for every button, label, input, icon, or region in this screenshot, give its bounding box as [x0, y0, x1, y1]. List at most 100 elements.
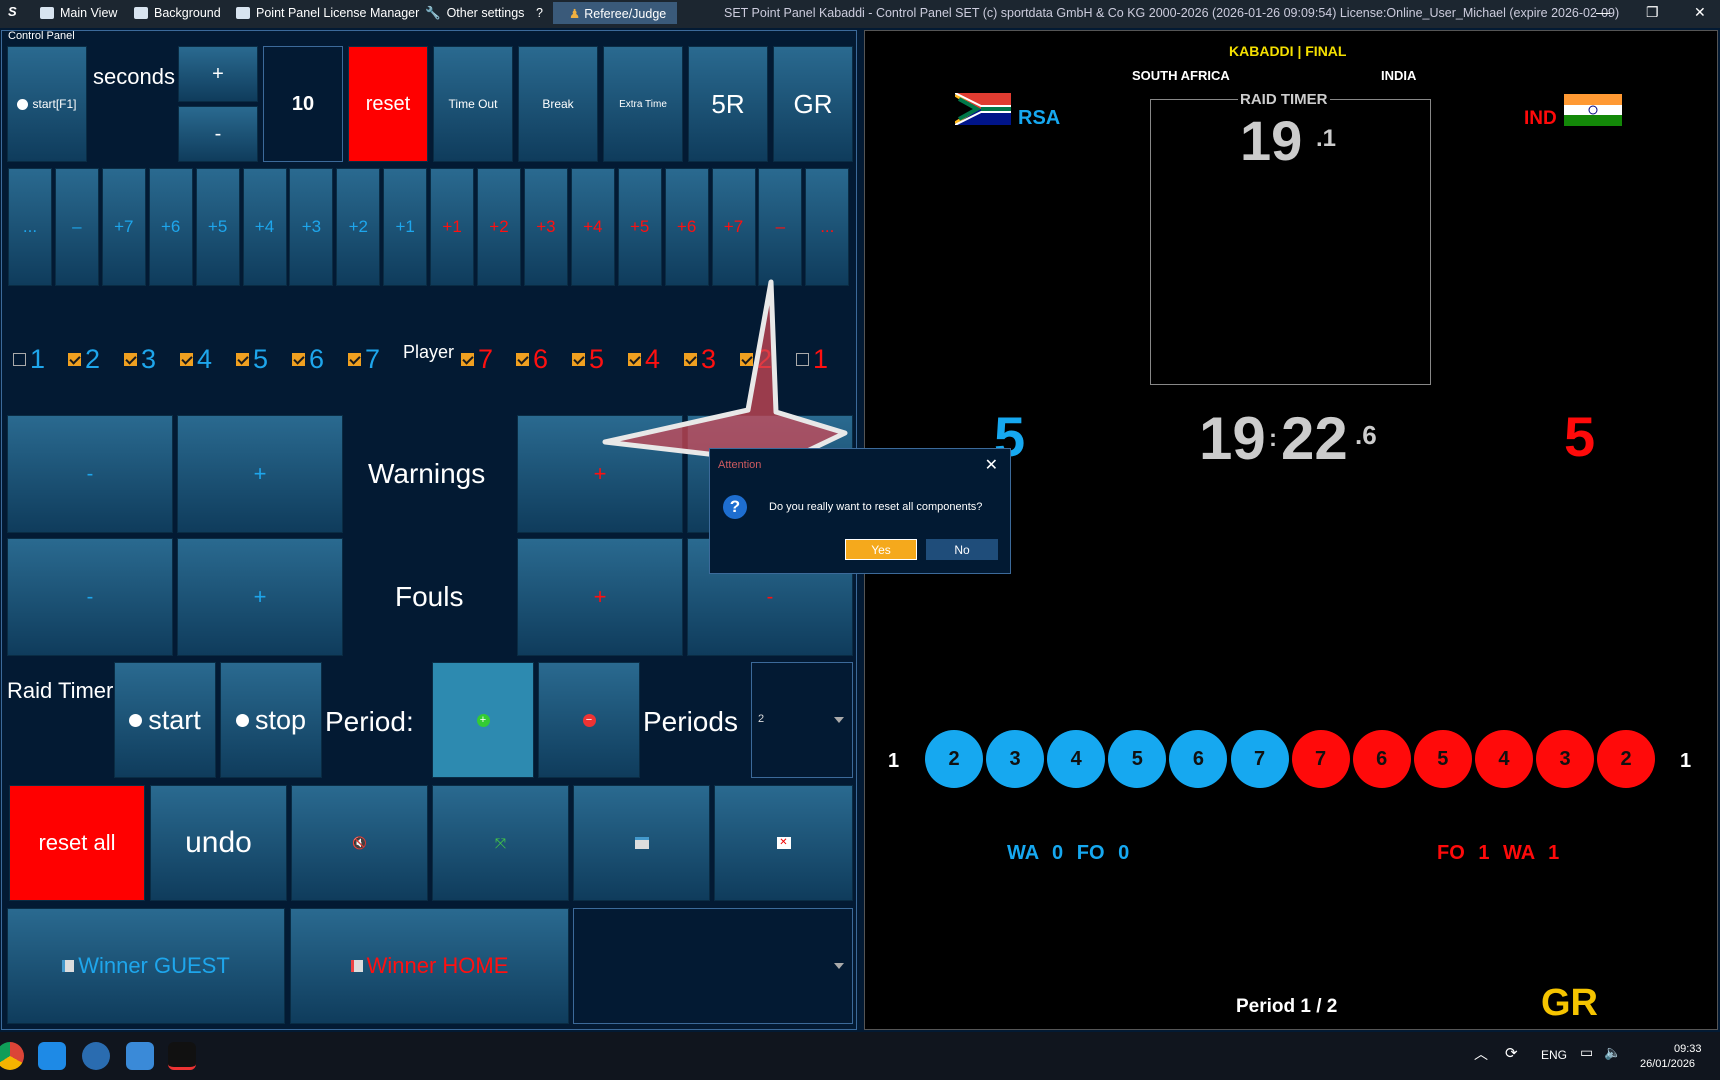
- reset-button[interactable]: reset: [348, 46, 428, 162]
- fouls-guest-minus-button[interactable]: -: [7, 538, 173, 656]
- maximize-button[interactable]: ❐: [1646, 4, 1659, 20]
- checkbox-icon[interactable]: [180, 353, 193, 366]
- warnings-home-plus-button[interactable]: +: [517, 415, 683, 533]
- score-button[interactable]: +5: [195, 168, 240, 286]
- seconds-minus-button[interactable]: -: [178, 106, 258, 162]
- periods-select[interactable]: 2: [751, 662, 853, 778]
- set-app-icon[interactable]: [168, 1042, 196, 1070]
- checkbox-icon[interactable]: [124, 353, 137, 366]
- score-button[interactable]: –: [758, 168, 803, 286]
- warnings-guest-minus-button[interactable]: -: [7, 415, 173, 533]
- checkbox-icon[interactable]: [516, 353, 529, 366]
- red-player-checkbox[interactable]: 6: [516, 344, 548, 375]
- seconds-plus-button[interactable]: +: [178, 46, 258, 102]
- chevron-up-icon[interactable]: ︿: [1474, 1046, 1488, 1062]
- fullscreen-button[interactable]: ⤧: [432, 785, 569, 901]
- checkbox-icon[interactable]: [68, 353, 81, 366]
- score-button[interactable]: +4: [570, 168, 615, 286]
- sync-icon[interactable]: ⟳: [1505, 1045, 1518, 1062]
- menu-referee-judge[interactable]: ♟ Referee/Judge: [553, 2, 677, 24]
- winner-select[interactable]: [573, 908, 853, 1024]
- app-blue-icon[interactable]: [82, 1042, 110, 1070]
- dialog-yes-button[interactable]: Yes: [845, 539, 917, 560]
- checkbox-icon[interactable]: [684, 353, 697, 366]
- winner-home-button[interactable]: Winner HOME: [290, 908, 569, 1024]
- red-player-checkbox[interactable]: 7: [461, 344, 493, 375]
- break-button[interactable]: Break: [518, 46, 598, 162]
- start-button[interactable]: start[F1]: [7, 46, 87, 162]
- checkbox-icon[interactable]: [236, 353, 249, 366]
- display-close-button[interactable]: ✕: [714, 785, 853, 901]
- fouls-guest-plus-button[interactable]: +: [177, 538, 343, 656]
- red-player-checkbox[interactable]: 2: [740, 344, 772, 375]
- checkbox-icon[interactable]: [292, 353, 305, 366]
- checkbox-icon[interactable]: [13, 353, 26, 366]
- warnings-guest-plus-button[interactable]: +: [177, 415, 343, 533]
- checkbox-icon[interactable]: [796, 353, 809, 366]
- blue-player-checkbox[interactable]: 5: [236, 344, 268, 375]
- raid-stop-button[interactable]: stop: [220, 662, 322, 778]
- score-button[interactable]: +1: [383, 168, 428, 286]
- menu-background[interactable]: Background: [134, 6, 221, 20]
- mute-button[interactable]: 🔇: [291, 785, 428, 901]
- score-button[interactable]: +7: [101, 168, 146, 286]
- network-icon[interactable]: ▭: [1580, 1044, 1594, 1060]
- score-button[interactable]: +3: [289, 168, 334, 286]
- score-button[interactable]: +5: [617, 168, 662, 286]
- score-button[interactable]: –: [54, 168, 99, 286]
- red-player-checkbox[interactable]: 1: [796, 344, 828, 375]
- chrome-icon[interactable]: [0, 1042, 24, 1070]
- app-sync-icon[interactable]: [38, 1042, 66, 1070]
- menu-license-manager[interactable]: Point Panel License Manager: [236, 6, 419, 20]
- dialog-no-button[interactable]: No: [926, 539, 998, 560]
- period-minus-button[interactable]: −: [538, 662, 640, 778]
- raid-start-button[interactable]: start: [114, 662, 216, 778]
- score-button[interactable]: +4: [242, 168, 287, 286]
- close-window-button[interactable]: ✕: [1694, 4, 1706, 20]
- score-button[interactable]: ...: [8, 168, 52, 286]
- reset-all-button[interactable]: reset all: [9, 785, 145, 901]
- five-r-button[interactable]: 5R: [688, 46, 768, 162]
- score-button[interactable]: +1: [430, 168, 475, 286]
- fouls-home-plus-button[interactable]: +: [517, 538, 683, 656]
- display-window-button[interactable]: [573, 785, 710, 901]
- blue-player-checkbox[interactable]: 1: [13, 344, 45, 375]
- checkbox-icon[interactable]: [740, 353, 753, 366]
- blue-player-checkbox[interactable]: 3: [124, 344, 156, 375]
- minimize-button[interactable]: —: [1596, 4, 1610, 20]
- blue-player-checkbox[interactable]: 6: [292, 344, 324, 375]
- score-button[interactable]: +6: [148, 168, 193, 286]
- blue-player-checkbox[interactable]: 7: [348, 344, 380, 375]
- undo-button[interactable]: undo: [150, 785, 287, 901]
- period-plus-button[interactable]: +: [432, 662, 534, 778]
- red-player-checkbox[interactable]: 4: [628, 344, 660, 375]
- red-player-number: 7: [478, 344, 494, 374]
- menu-main-view[interactable]: Main View: [40, 6, 117, 20]
- score-button[interactable]: +6: [664, 168, 709, 286]
- blue-player-checkbox[interactable]: 4: [180, 344, 212, 375]
- extra-time-button[interactable]: Extra Time: [603, 46, 683, 162]
- notepad-icon[interactable]: [126, 1042, 154, 1070]
- gr-button[interactable]: GR: [773, 46, 853, 162]
- score-button[interactable]: +3: [523, 168, 568, 286]
- score-button[interactable]: ...: [805, 168, 850, 286]
- language-indicator[interactable]: ENG: [1541, 1048, 1568, 1062]
- score-button[interactable]: +2: [477, 168, 521, 286]
- winner-guest-button[interactable]: Winner GUEST: [7, 908, 285, 1024]
- time-out-button[interactable]: Time Out: [433, 46, 513, 162]
- dialog-close-icon[interactable]: ✕: [984, 457, 998, 474]
- menu-other-settings[interactable]: 🔧 Other settings: [425, 6, 524, 21]
- blue-player-checkbox[interactable]: 2: [68, 344, 100, 375]
- score-button[interactable]: +2: [336, 168, 381, 286]
- seconds-value-field[interactable]: 10: [263, 46, 343, 162]
- checkbox-icon[interactable]: [572, 353, 585, 366]
- score-button[interactable]: +7: [711, 168, 756, 286]
- checkbox-icon[interactable]: [461, 353, 474, 366]
- red-player-checkbox[interactable]: 5: [572, 344, 604, 375]
- menu-help[interactable]: ?: [536, 6, 543, 20]
- game-clock-minutes: 19: [1199, 405, 1266, 472]
- checkbox-icon[interactable]: [628, 353, 641, 366]
- volume-mute-icon[interactable]: 🔈: [1604, 1044, 1622, 1060]
- checkbox-icon[interactable]: [348, 353, 361, 366]
- red-player-checkbox[interactable]: 3: [684, 344, 716, 375]
